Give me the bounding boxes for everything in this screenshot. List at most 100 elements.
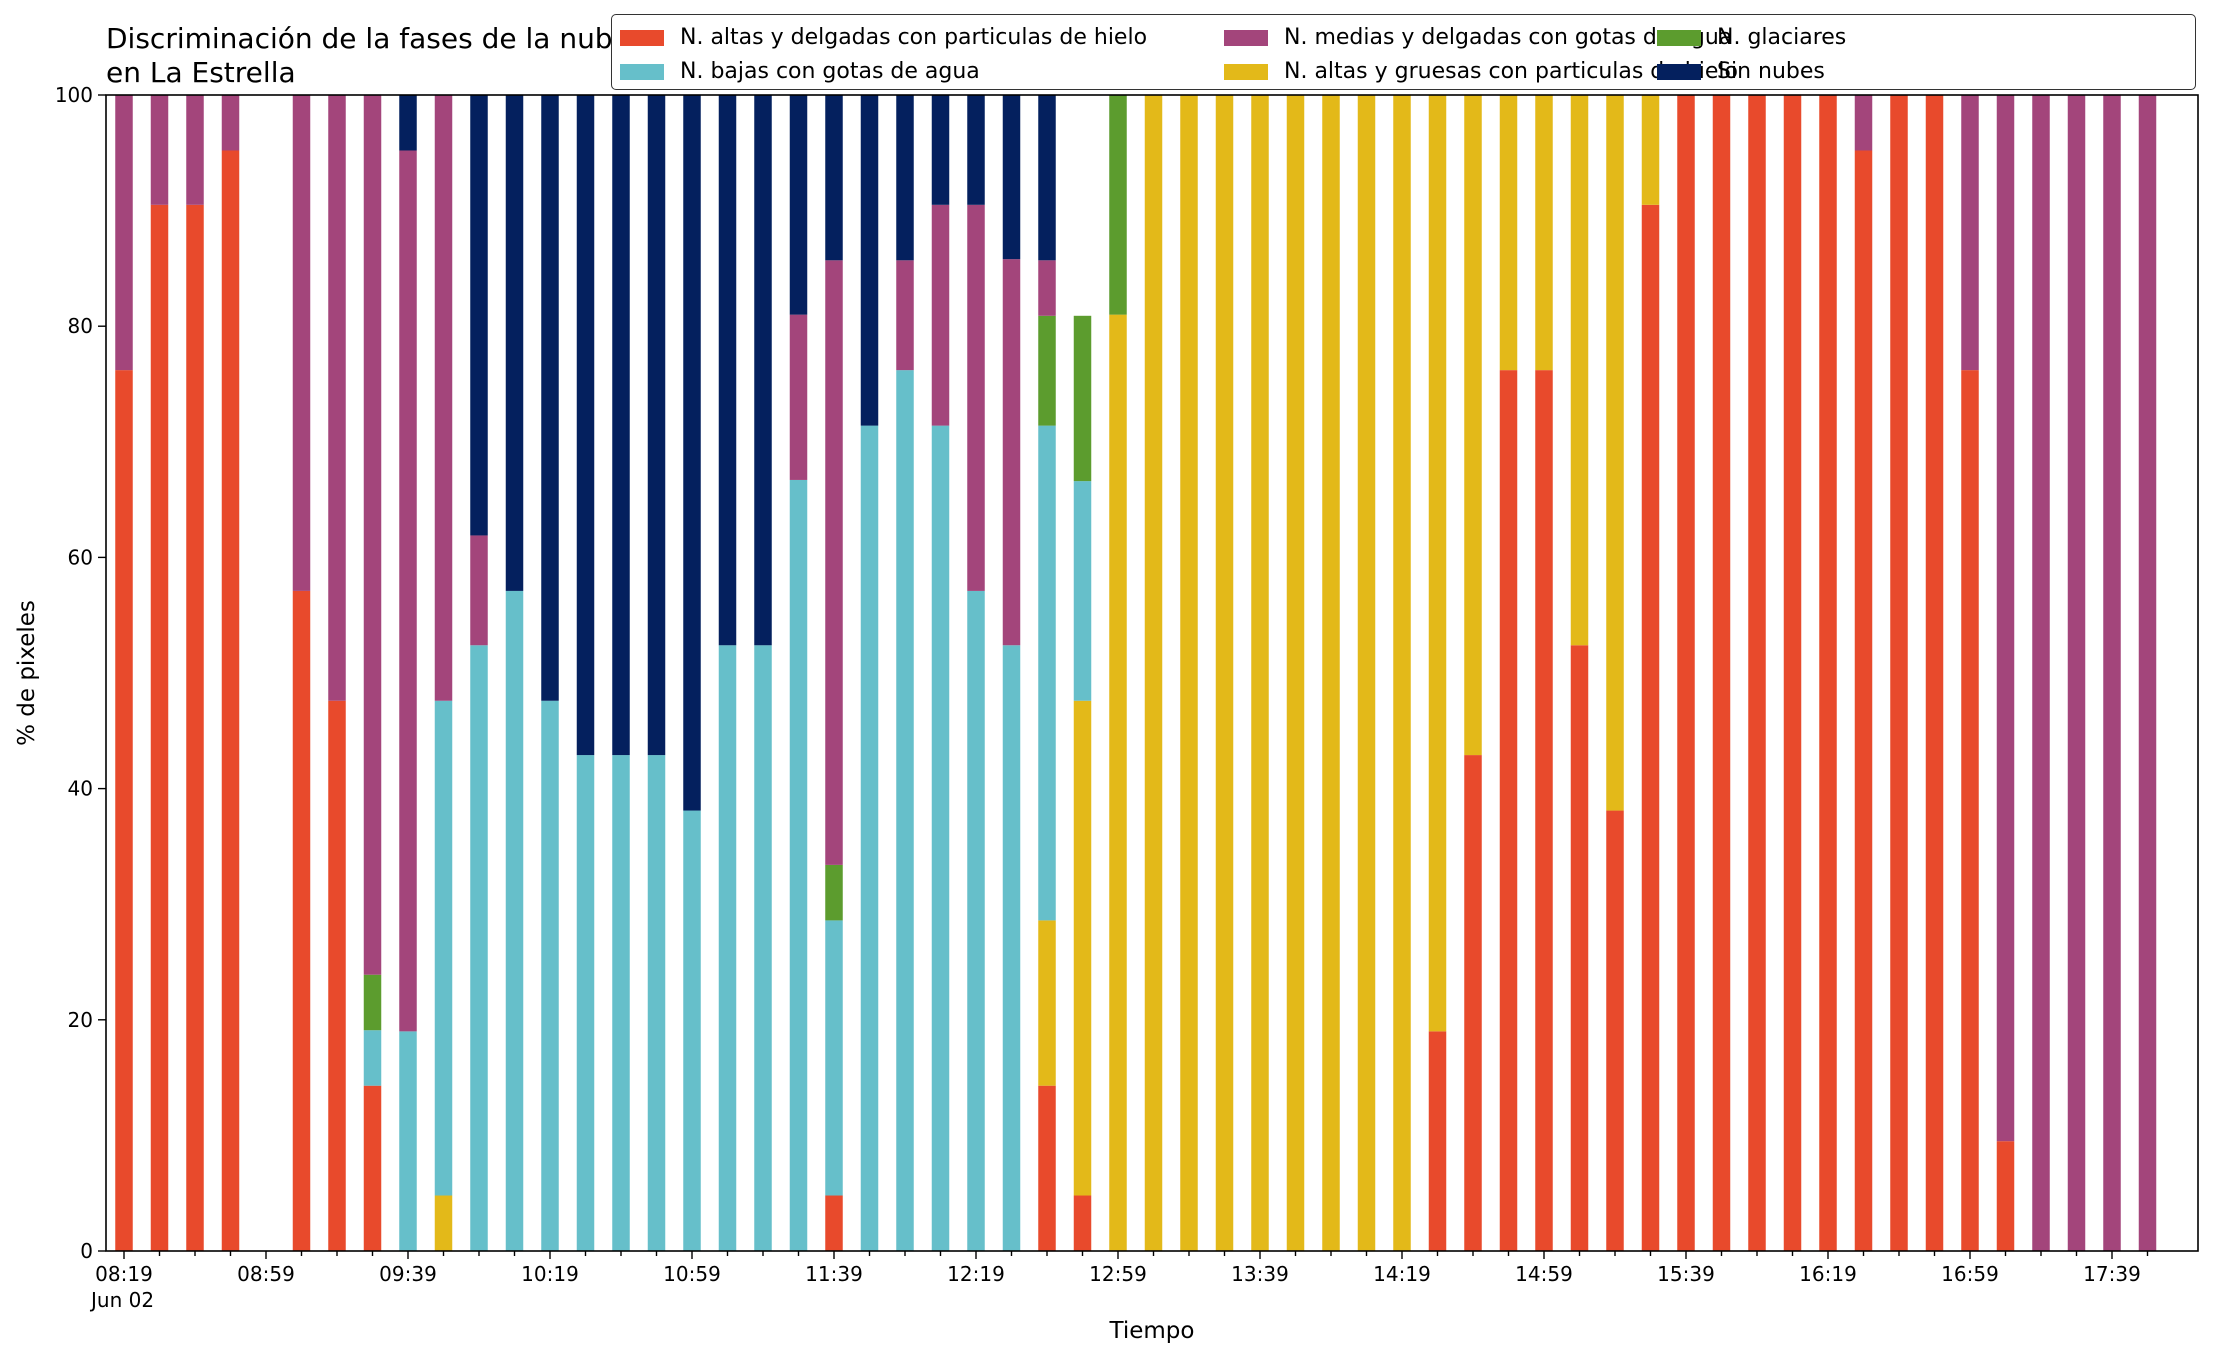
bar-segment-26-1 xyxy=(1038,920,1056,1086)
bar-segment-24-4 xyxy=(967,204,985,591)
bar-segment-15-2 xyxy=(647,755,666,1251)
bar-segment-5-0 xyxy=(292,590,311,1251)
bar-segment-17-5 xyxy=(718,95,737,646)
bar-segment-40-0 xyxy=(1535,370,1553,1251)
bar-segment-26-0 xyxy=(1038,1085,1056,1251)
legend-swatch-0 xyxy=(620,29,664,46)
legend-label-3: N. glaciares xyxy=(1717,25,1847,50)
bar-segment-26-3 xyxy=(1038,315,1056,426)
bar-segment-3-4 xyxy=(221,95,240,151)
x-tick-label-16: 10:59 xyxy=(663,1262,721,1286)
bar-segment-19-5 xyxy=(789,95,808,315)
bar-segment-57-4 xyxy=(2138,95,2157,1251)
bar-segment-21-2 xyxy=(860,425,879,1251)
bar-segment-20-4 xyxy=(825,260,843,865)
x-tick-label-28: 12:59 xyxy=(1089,1262,1147,1286)
bar-segment-49-4 xyxy=(1854,95,1873,151)
bar-segment-8-5 xyxy=(399,95,417,151)
chart-title: Discriminación de la fases de la nube en… xyxy=(106,22,630,89)
bar-segment-35-1 xyxy=(1357,95,1376,1251)
bar-segment-24-5 xyxy=(967,95,985,205)
bar-segment-16-5 xyxy=(683,95,701,811)
bar-segment-29-1 xyxy=(1144,95,1163,1251)
bar-segment-14-5 xyxy=(612,95,630,756)
legend-item-0: N. altas y delgadas con particulas de hi… xyxy=(620,25,1147,50)
chart-legend: N. altas y delgadas con particulas de hi… xyxy=(611,14,2196,90)
x-tick-label-40: 14:59 xyxy=(1515,1262,1573,1286)
bar-segment-22-5 xyxy=(896,95,914,261)
bar-segment-47-0 xyxy=(1783,95,1802,1251)
legend-item-3: N. glaciares xyxy=(1657,25,1846,50)
bar-segment-3-0 xyxy=(221,150,240,1252)
legend-item-5: Sin nubes xyxy=(1657,59,1825,84)
bar-segment-9-1 xyxy=(434,1195,453,1251)
y-tick-label-80: 80 xyxy=(68,314,93,338)
bar-segment-16-2 xyxy=(683,810,701,1251)
bar-segment-26-2 xyxy=(1038,425,1056,921)
bar-segment-31-1 xyxy=(1215,95,1234,1251)
bar-segment-43-1 xyxy=(1641,95,1660,205)
bar-segment-2-4 xyxy=(186,95,204,205)
bar-segment-53-0 xyxy=(1996,1141,2015,1251)
bar-segment-36-1 xyxy=(1393,95,1411,1251)
bar-segment-11-2 xyxy=(505,590,524,1251)
bar-segment-22-4 xyxy=(896,260,914,371)
bar-segment-6-4 xyxy=(328,95,346,701)
bar-segment-42-0 xyxy=(1606,810,1624,1251)
x-tick-label-12: 10:19 xyxy=(521,1262,579,1286)
bar-segment-41-0 xyxy=(1570,645,1589,1251)
bar-segment-28-1 xyxy=(1109,314,1127,1251)
bar-segment-7-0 xyxy=(363,1085,382,1251)
x-date-label: Jun 02 xyxy=(89,1288,154,1312)
bar-segment-52-0 xyxy=(1961,370,1979,1251)
bar-segment-10-4 xyxy=(470,535,488,646)
bar-segment-21-5 xyxy=(860,95,879,426)
bar-segment-26-5 xyxy=(1038,95,1056,261)
bar-segment-26-4 xyxy=(1038,260,1056,316)
legend-label-0: N. altas y delgadas con particulas de hi… xyxy=(680,25,1148,50)
bar-segment-0-4 xyxy=(115,95,133,371)
bar-segment-38-0 xyxy=(1464,755,1482,1251)
bar-segment-24-2 xyxy=(967,590,985,1251)
bar-segment-39-0 xyxy=(1499,370,1518,1251)
bar-segment-6-0 xyxy=(328,700,346,1251)
bar-segment-38-1 xyxy=(1464,95,1482,756)
bar-segment-37-1 xyxy=(1428,95,1447,1032)
legend-label-5: Sin nubes xyxy=(1717,59,1825,84)
bar-segment-18-5 xyxy=(754,95,772,646)
x-tick-label-0: 08:19 xyxy=(95,1262,153,1286)
bar-segment-8-4 xyxy=(399,150,417,1032)
bar-segment-13-5 xyxy=(576,95,595,756)
x-tick-label-8: 09:39 xyxy=(379,1262,437,1286)
bar-segment-7-4 xyxy=(363,95,382,975)
bar-segment-11-5 xyxy=(505,95,524,591)
bar-segment-23-5 xyxy=(931,95,950,205)
bar-segment-43-0 xyxy=(1641,204,1660,1251)
bar-segment-5-4 xyxy=(292,95,311,591)
bar-segment-20-2 xyxy=(825,920,843,1196)
bar-segment-17-2 xyxy=(718,645,737,1251)
y-tick-label-100: 100 xyxy=(55,83,93,107)
bar-segment-0-0 xyxy=(115,370,133,1251)
y-tick-label-60: 60 xyxy=(68,545,93,569)
y-tick-label-40: 40 xyxy=(68,777,93,801)
legend-swatch-5 xyxy=(1657,63,1701,80)
legend-swatch-4 xyxy=(1224,29,1268,46)
x-tick-label-36: 14:19 xyxy=(1373,1262,1431,1286)
legend-item-4: N. medias y delgadas con gotas de agua xyxy=(1224,25,1732,50)
bar-segment-20-3 xyxy=(825,864,843,921)
bar-segment-20-5 xyxy=(825,95,843,261)
bar-segment-27-3 xyxy=(1073,315,1092,482)
legend-swatch-2 xyxy=(620,63,664,80)
bar-segment-25-5 xyxy=(1002,95,1021,260)
bar-segment-23-4 xyxy=(931,204,950,426)
y-tick-label-20: 20 xyxy=(68,1008,93,1032)
bar-segment-7-3 xyxy=(363,974,382,1031)
bar-segment-44-0 xyxy=(1677,95,1695,1251)
bar-segment-32-1 xyxy=(1251,95,1269,1251)
bar-segment-41-1 xyxy=(1570,95,1589,646)
x-tick-label-48: 16:19 xyxy=(1799,1262,1857,1286)
bar-segment-45-0 xyxy=(1712,95,1731,1251)
bar-segment-12-2 xyxy=(541,700,559,1251)
x-tick-label-24: 12:19 xyxy=(947,1262,1005,1286)
